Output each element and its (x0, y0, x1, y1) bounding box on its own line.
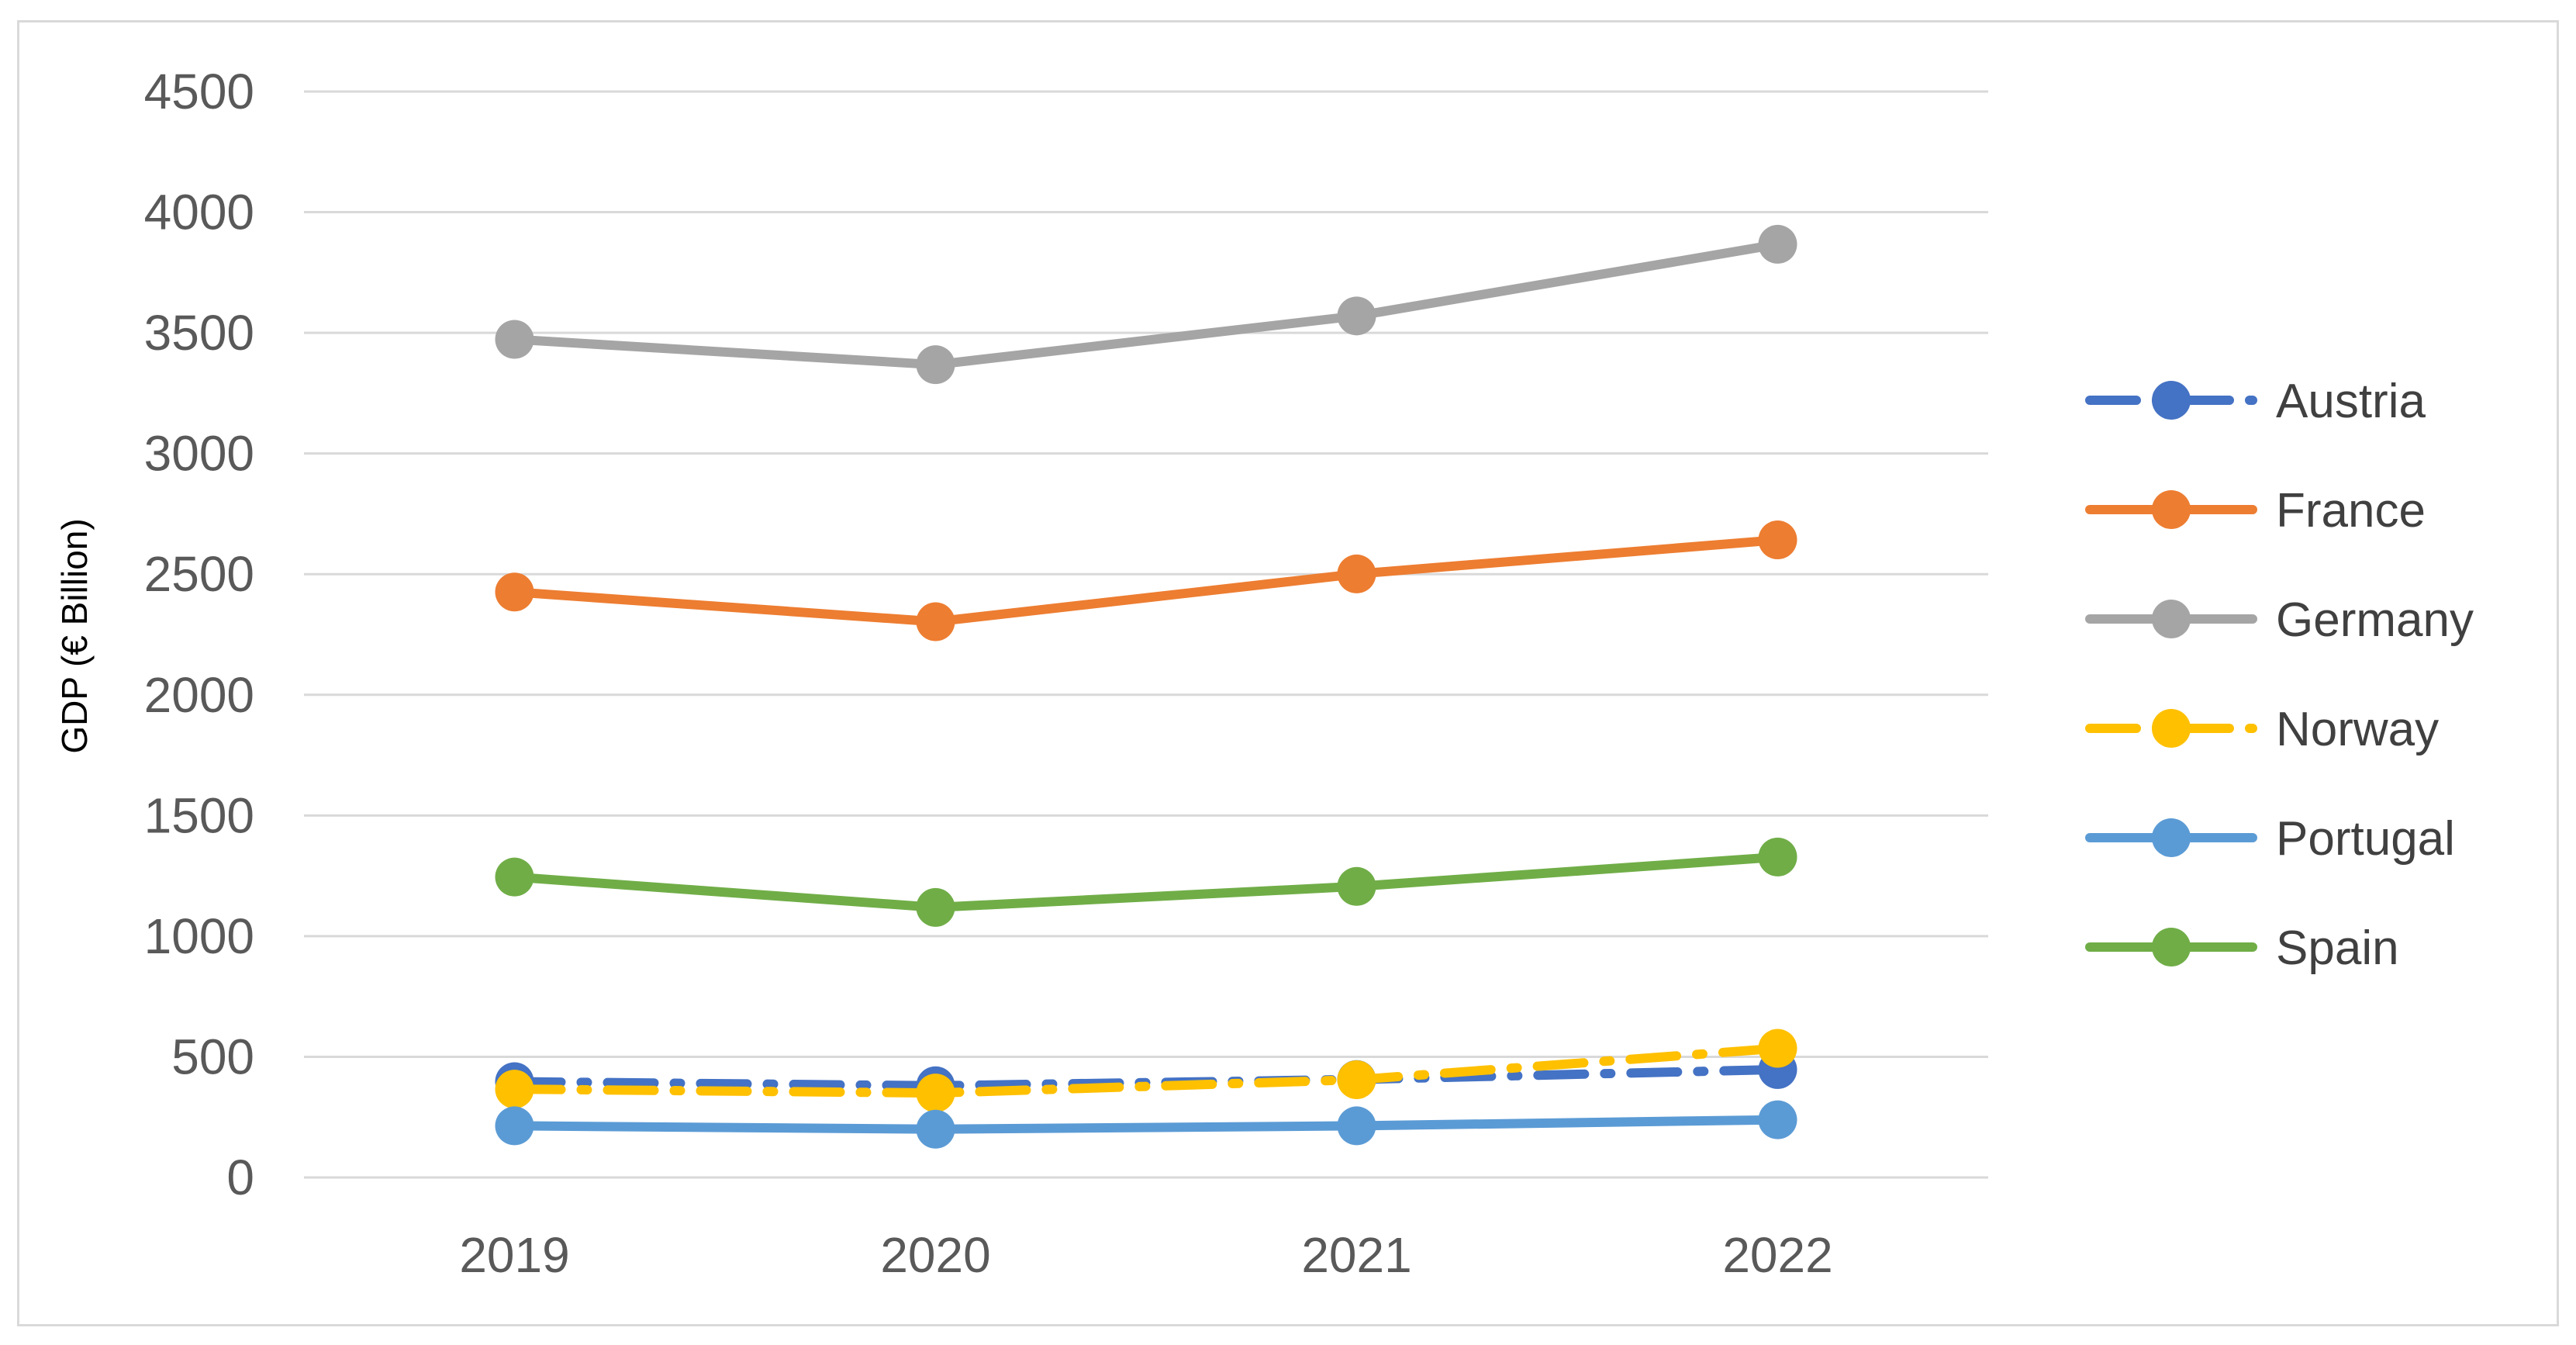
legend-item-portugal: Portugal (2085, 812, 2455, 866)
series-line-norway (509, 1043, 1783, 1098)
legend-swatch-marker (2152, 600, 2191, 638)
data-point-portugal (1337, 1106, 1376, 1146)
legend-label: Germany (2276, 593, 2474, 647)
legend: Austria France Germany Norway Portugal Spain (2085, 375, 2474, 975)
legend-swatch-marker (2152, 818, 2191, 857)
y-tick-label: 2500 (144, 546, 254, 602)
series-spain (495, 837, 1797, 927)
y-tick-label: 4000 (144, 185, 254, 240)
data-point-portugal (916, 1109, 955, 1149)
legend-item-france: France (2085, 484, 2426, 538)
chart-frame (17, 20, 2559, 1326)
y-tick-labels: 0 500 1000 1500 2000 2500 3000 3500 4000 4500 (144, 64, 254, 1205)
data-point-spain (1758, 837, 1797, 876)
legend-label: Spain (2276, 921, 2399, 975)
data-point-portugal (495, 1106, 534, 1146)
x-tick-label: 2022 (1722, 1227, 1832, 1283)
legend-swatch-marker (2152, 928, 2191, 966)
series-portugal (495, 1100, 1797, 1149)
y-tick-label: 1000 (144, 908, 254, 964)
data-point-france (495, 572, 534, 612)
legend-label: France (2276, 484, 2426, 538)
data-point-spain (1337, 866, 1376, 906)
legend-swatch-marker (2152, 709, 2191, 748)
y-tick-label: 500 (171, 1029, 254, 1084)
x-tick-labels: 2019 2020 2021 2022 (459, 1227, 1832, 1283)
y-tick-label: 1500 (144, 787, 254, 843)
data-point-germany (1758, 224, 1797, 264)
legend-label: Austria (2276, 375, 2426, 428)
data-point-norway (1337, 1060, 1376, 1099)
series-line-spain (509, 852, 1783, 912)
y-tick-label: 3500 (144, 305, 254, 361)
data-point-spain (916, 887, 955, 927)
series-norway (495, 1029, 1797, 1113)
gridlines (304, 90, 1988, 1179)
y-axis-title: GDP (€ Billion) (54, 518, 95, 753)
data-point-spain (495, 857, 534, 897)
legend-swatch-marker (2152, 381, 2191, 420)
x-tick-label: 2020 (880, 1227, 990, 1283)
y-tick-label: 2000 (144, 667, 254, 723)
legend-item-spain: Spain (2085, 921, 2399, 975)
legend-item-austria: Austria (2085, 375, 2426, 428)
x-tick-label: 2021 (1301, 1227, 1411, 1283)
data-point-norway (495, 1070, 534, 1109)
y-tick-label: 0 (226, 1150, 254, 1205)
y-tick-label: 4500 (144, 64, 254, 119)
data-point-germany (495, 320, 534, 359)
data-point-france (1337, 554, 1376, 593)
series-germany (495, 224, 1797, 385)
data-point-germany (1337, 296, 1376, 336)
series-france (495, 520, 1797, 641)
data-point-france (916, 602, 955, 641)
data-point-portugal (1758, 1100, 1797, 1139)
series-layer (495, 224, 1797, 1149)
legend-label: Norway (2276, 703, 2439, 756)
series-line-germany (509, 239, 1783, 370)
y-tick-label: 3000 (144, 426, 254, 482)
data-point-france (1758, 520, 1797, 560)
data-point-germany (916, 345, 955, 385)
legend-item-germany: Germany (2085, 593, 2474, 647)
data-point-norway (916, 1074, 955, 1113)
data-point-norway (1758, 1029, 1797, 1068)
x-tick-label: 2019 (459, 1227, 569, 1283)
legend-item-norway: Norway (2085, 703, 2439, 756)
legend-label: Portugal (2276, 812, 2455, 866)
legend-swatch-marker (2152, 490, 2191, 529)
series-line-portugal (509, 1115, 1783, 1134)
series-line-france (509, 535, 1783, 627)
